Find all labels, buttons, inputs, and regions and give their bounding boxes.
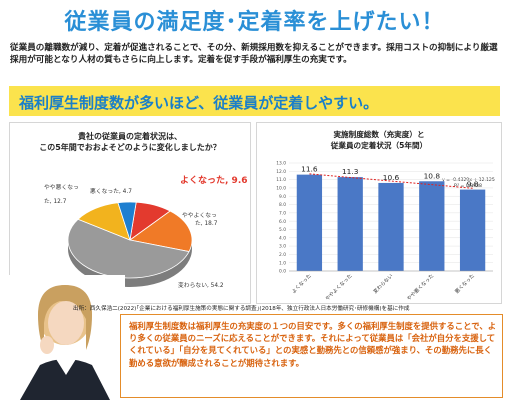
headline-banner: 福利厚生制度数が多いほど、従業員が定着しやすい。 [9,86,500,116]
bar-chart: y = -0.4329x + 12.125 R² = 0.8938 0.0 1.0… [276,161,495,303]
pie-label-somewhat-worse-value: た, 12.7 [44,199,67,205]
bar-ytick-label: 0.0 [279,269,286,275]
bar-ytick-label: 7.0 [279,210,286,216]
bar-value-label: 11.3 [342,167,359,176]
bar-3 [378,182,404,271]
bar-4 [419,181,445,271]
explanation-text: 福利厚生制度数は福利厚生の充実度の１つの目安です。多くの福利厚生制度を提供するこ… [129,321,497,368]
person-illustration [0,275,125,400]
bar-ytick-label: 4.0 [279,235,286,241]
bar-title-line2: 従業員の定着状況（5年間） [330,141,428,150]
pie-chart-panel: 貴社の従業員の定着状況は、 この5年間でおおよそどのように変化しましたか？ 悪く… [9,122,251,304]
pie-label-somewhat-improved-name: ややよくなっ [182,213,217,219]
explanation-box: 福利厚生制度数は福利厚生の充実度の１つの目安です。多くの福利厚生制度を提供するこ… [120,314,503,398]
source-citation: 出所：西久保浩二(2022)｢企業における福利厚生施策の実態に関する調査｣(20… [73,306,410,312]
pie-label-somewhat-worse-name: やや悪くなっ [44,185,79,191]
trend-equation: y = -0.4329x + 12.125 [442,177,495,183]
bar-ytick-label: 9.0 [279,194,286,200]
bar-ytick-label: 2.0 [279,252,286,258]
bar-ytick-label: 6.0 [279,219,286,225]
pie-label-worse: 悪くなった, 4.7 [90,189,132,195]
bar-ytick-label: 10.0 [276,186,286,192]
trend-r2: R² = 0.8938 [454,183,482,189]
bar-value-label: 11.6 [301,165,318,174]
pie-label-unchanged: 変わらない, 54.2 [178,283,224,289]
pie-slice-unchanged [67,218,190,279]
pie-label-improved: よくなった, 9.6 [180,176,248,186]
pie-label-somewhat-improved-value: た, 18.7 [195,221,218,227]
page-title: 従業員の満足度･定着率を上げたい！ [64,10,445,35]
bar-ytick-label: 13.0 [276,161,286,167]
bar-5 [459,189,486,271]
bar-value-label: 10.8 [424,171,441,180]
bar-category-label: ややよくなった [324,272,354,302]
pie-slice-somewhat-improved [129,210,193,253]
headline-text: 福利厚生制度数が多いほど、従業員が定着しやすい。 [19,94,379,112]
pie-question-line1: 貴社の従業員の定着状況は、 [78,132,182,141]
bar-ytick-label: 12.0 [276,169,286,175]
bar-category-label: よくなった [290,272,313,295]
bar-ytick-label: 3.0 [279,244,286,250]
pie-slice-worse [117,201,137,241]
bar-value-label: 9.8 [467,180,479,189]
bar-category-label: やや悪くなった [406,272,436,302]
pie-question-line2: この5年間でおおよそどのように変化しましたか？ [39,143,221,152]
intro-text: 従業員の離職数が減り、定着が促進されることで、その分、新規採用数を抑えることがで… [10,43,498,65]
bar-category-label: 変わらない [372,272,395,295]
bar-ytick-label: 1.0 [279,260,286,266]
bar-1 [296,174,323,271]
bar-category-label: 悪くなった [453,272,476,295]
bar-ytick-label: 11.0 [276,177,286,183]
bar-ytick-label: 5.0 [279,227,286,233]
bar-title-line1: 実施制度総数（充実度）と [333,130,425,139]
bar-2 [337,177,363,271]
bar-chart-panel: 実施制度総数（充実度）と 従業員の定着状況（5年間） y = -0.4329x … [256,122,502,304]
bar-ytick-label: 8.0 [279,202,286,208]
bar-value-label: 10.6 [383,173,400,182]
